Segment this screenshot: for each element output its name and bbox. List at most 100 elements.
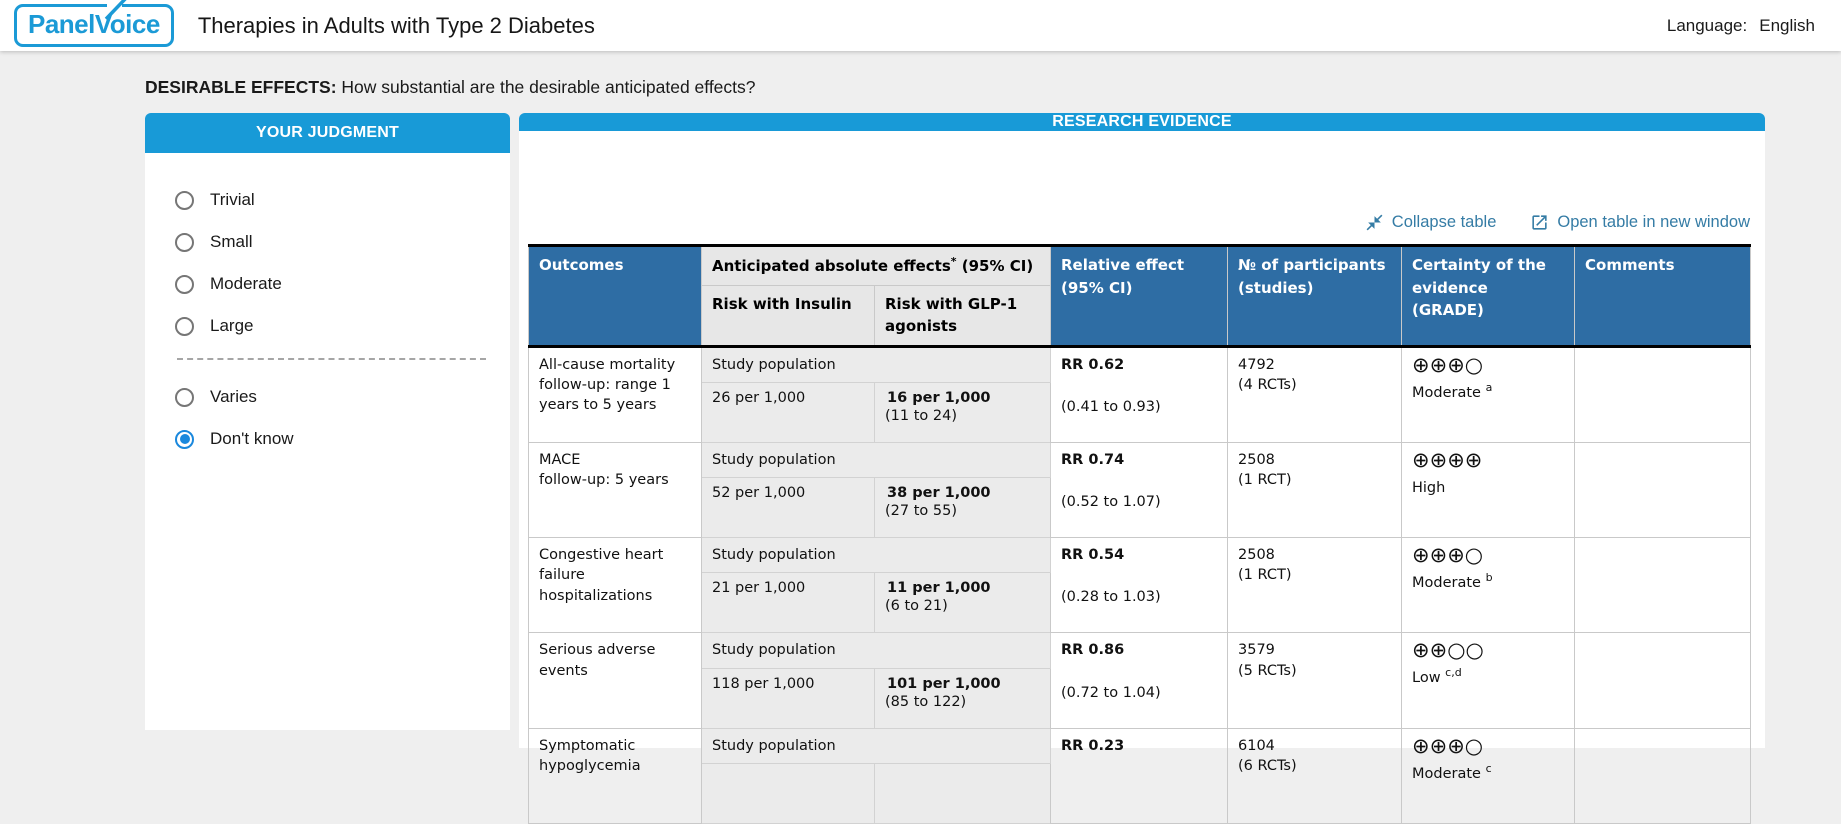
outcomes-header-cell: Outcomes (528, 245, 702, 347)
certainty-cell: ⊕⊕⊕⊕ High (1401, 441, 1575, 539)
risk-glp1-ci: (11 to 24) (885, 407, 957, 424)
main-content: DESIRABLE EFFECTS: How substantial are t… (0, 77, 1841, 824)
certainty-label: Moderate (1412, 765, 1481, 782)
table-row: 26 per 1,000 16 per 1,000 (11 to 24) (529, 381, 1751, 443)
comments-cell (1574, 632, 1751, 729)
radio-icon (175, 274, 194, 294)
relative-effect-cell: RR 0.86 (0.72 to 1.04) (1050, 632, 1228, 729)
table-row: MACE follow-up: 5 years Study population… (528, 441, 1751, 539)
certainty-cell: ⊕⊕⊕○ Moderate a (1401, 345, 1575, 443)
table-actions: Collapse table Open table in new window (528, 131, 1750, 244)
relative-effect-cell: RR 0.62 (0.41 to 0.93) (1050, 345, 1228, 443)
evidence-panel-header: RESEARCH EVIDENCE (519, 113, 1765, 131)
participants-header-cell: № of participants (studies) (1227, 245, 1402, 347)
relative-effect-value: RR 0.86 (1061, 642, 1125, 659)
radio-label: Trivial (210, 190, 255, 209)
certainty-label: Moderate (1412, 574, 1481, 591)
criterion-name: DESIRABLE EFFECTS: (145, 77, 337, 97)
open-table-link[interactable]: Open table in new window (1530, 213, 1750, 232)
outcome-cell: Congestive heart failure hospitalization… (528, 537, 702, 634)
participants-studies: (1 RCT) (1238, 567, 1292, 584)
open-table-label: Open table in new window (1557, 213, 1750, 231)
outcome-name: All-cause mortality (539, 356, 676, 373)
criterion-question: DESIRABLE EFFECTS: How substantial are t… (145, 77, 1765, 98)
participants-studies: (6 RCTs) (1238, 757, 1297, 774)
risk-glp1-ci: (27 to 55) (885, 503, 957, 520)
collapse-table-label: Collapse table (1391, 213, 1497, 231)
relative-effect-ci: (0.41 to 0.93) (1061, 398, 1161, 415)
outcome-cell: Serious adverse events (528, 632, 702, 729)
study-population-cell: Study population (701, 537, 1051, 574)
certainty-footnote: c (1485, 761, 1492, 775)
certainty-cell: ⊕⊕○○ Low c,d (1401, 632, 1575, 729)
radio-option-large[interactable]: Large (175, 316, 488, 336)
relative-effect-value: RR 0.62 (1061, 356, 1125, 373)
comments-cell (1574, 441, 1751, 539)
study-population-cell: Study population (701, 632, 1051, 669)
risk-glp1-cell (874, 762, 1051, 824)
risk-insulin-cell: 52 per 1,000 (701, 477, 875, 539)
participants-count: 2508 (1238, 451, 1275, 468)
participants-cell: 6104 (6 RCTs) (1227, 727, 1402, 824)
outcome-followup: follow-up: range 1 years to 5 years (539, 376, 671, 414)
evidence-panel-body: Collapse table Open table in new window (519, 131, 1765, 824)
radio-label: Large (210, 316, 254, 335)
relative-effect-cell: RR 0.23 (1050, 727, 1228, 824)
table-row: Congestive heart failure hospitalization… (528, 537, 1751, 634)
risk-glp1-ci: (85 to 122) (885, 693, 967, 710)
relative-effect-value: RR 0.23 (1061, 737, 1125, 754)
radio-option-trivial[interactable]: Trivial (175, 190, 488, 210)
grade-symbols: ⊕⊕⊕○ (1412, 352, 1484, 377)
certainty-label: Moderate (1412, 384, 1481, 401)
absolute-effects-label: Anticipated absolute effects (712, 257, 951, 275)
outcome-followup: follow-up: 5 years (539, 472, 669, 489)
radio-label: Small (210, 232, 253, 251)
risk-glp1-ci: (6 to 21) (885, 598, 948, 615)
grade-symbols: ⊕⊕⊕○ (1412, 543, 1484, 568)
radio-icon (175, 190, 194, 210)
grade-symbols: ⊕⊕○○ (1412, 638, 1484, 663)
absolute-effects-header-cell: Anticipated absolute effects* (95% CI) (701, 245, 1051, 286)
evidence-table-header: Outcomes Anticipated absolute effects* (… (528, 245, 1751, 347)
certainty-footnote: a (1485, 380, 1493, 394)
risk-insulin-cell: 118 per 1,000 (701, 667, 875, 729)
certainty-label: High (1412, 479, 1446, 496)
collapse-table-link[interactable]: Collapse table (1365, 213, 1497, 232)
relative-effect-ci: (0.52 to 1.07) (1061, 494, 1161, 511)
participants-count: 3579 (1238, 642, 1275, 659)
evidence-table: Outcomes Anticipated absolute effects* (… (528, 244, 1751, 824)
risk-glp1-cell: 38 per 1,000 (27 to 55) (874, 477, 1051, 539)
outcome-cell: MACE follow-up: 5 years (528, 441, 702, 539)
participants-count: 4792 (1238, 356, 1275, 373)
comments-cell (1574, 537, 1751, 634)
top-bar: PanelVoice Therapies in Adults with Type… (0, 0, 1841, 51)
grade-symbols: ⊕⊕⊕⊕ (1412, 447, 1483, 472)
certainty-footnote: b (1485, 571, 1493, 585)
radio-option-dont-know[interactable]: Don't know (175, 429, 488, 449)
relative-effect-cell: RR 0.74 (0.52 to 1.07) (1050, 441, 1228, 539)
relative-effect-header-cell: Relative effect (95% CI) (1050, 245, 1228, 347)
collapse-icon (1366, 214, 1383, 231)
risk-glp1-cell: 11 per 1,000 (6 to 21) (874, 572, 1051, 634)
logo-check-icon (104, 0, 127, 21)
language-label: Language: (1666, 15, 1748, 35)
relative-effect-ci: (0.72 to 1.04) (1061, 684, 1161, 701)
radio-option-moderate[interactable]: Moderate (175, 274, 488, 294)
participants-studies: (1 RCT) (1238, 472, 1292, 489)
risk-glp1-value: 38 per 1,000 (887, 485, 991, 502)
relative-effect-ci: (0.28 to 1.03) (1061, 589, 1161, 606)
page-title: Therapies in Adults with Type 2 Diabetes (197, 12, 595, 38)
criterion-question-text: How substantial are the desirable antici… (336, 77, 756, 97)
judgment-panel: YOUR JUDGMENT Trivial Small Moderate Lar… (145, 113, 510, 730)
panels-container: YOUR JUDGMENT Trivial Small Moderate Lar… (145, 113, 1765, 824)
language-select[interactable]: English (1759, 15, 1815, 35)
outcome-name: Congestive heart failure hospitalization… (539, 547, 664, 604)
participants-cell: 2508 (1 RCT) (1227, 441, 1402, 539)
risk-glp1-cell: 101 per 1,000 (85 to 122) (874, 667, 1051, 729)
open-in-new-icon (1532, 215, 1547, 230)
study-population-cell: Study population (701, 441, 1051, 479)
participants-count: 6104 (1238, 737, 1275, 754)
radio-option-varies[interactable]: Varies (175, 387, 488, 407)
radio-option-small[interactable]: Small (175, 232, 488, 252)
risk-insulin-cell: 26 per 1,000 (701, 381, 875, 443)
